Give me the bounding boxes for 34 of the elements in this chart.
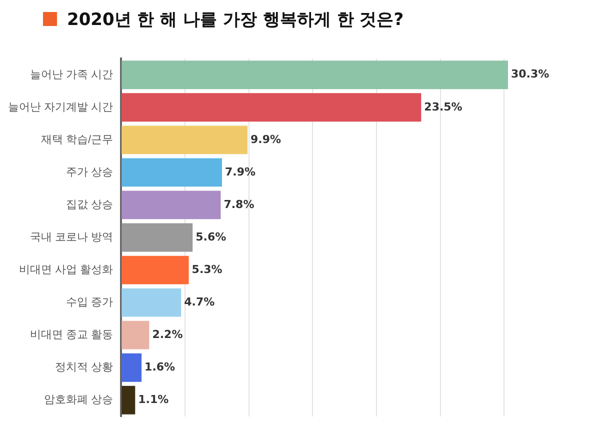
y-tick-label: 국내 코로나 방역 (30, 232, 114, 244)
bar (122, 288, 182, 317)
data-label: 7.9% (224, 165, 256, 178)
data-label: 7.8% (224, 198, 254, 211)
bar (122, 353, 142, 382)
y-tick-label: 집값 상승 (66, 199, 114, 212)
bar (122, 158, 222, 187)
y-tick-label: 정치적 상황 (55, 362, 114, 374)
y-tick-label: 주가 상승 (66, 166, 114, 178)
y-tick-label: 늘어난 가족 시간 (30, 68, 114, 81)
y-tick-label: 늘어난 자기계발 시간 (8, 101, 114, 114)
y-tick-label: 암호화폐 상승 (44, 394, 114, 406)
y-tick-label: 재택 학습/근무 (40, 134, 114, 146)
data-label: 5.6% (196, 230, 226, 244)
bar (122, 320, 150, 350)
y-tick-label: 비대면 종교 활동 (30, 329, 114, 342)
data-label: 2.2% (152, 328, 183, 341)
y-tick-label: 비대면 사업 활성화 (18, 264, 114, 276)
bar (122, 386, 136, 414)
data-label: 1.6% (144, 360, 176, 374)
bar (122, 256, 189, 284)
bar (122, 223, 193, 252)
bar (122, 60, 508, 90)
data-label: 4.7% (184, 295, 215, 308)
y-tick-label: 수입 증가 (66, 296, 114, 309)
data-label: 5.3% (192, 262, 222, 276)
data-label: 23.5% (424, 100, 462, 114)
bar (122, 190, 221, 220)
bar (122, 93, 422, 122)
bar (122, 126, 248, 154)
chart-title: 2020년 한 해 나를 가장 행복하게 한 것은? (67, 8, 404, 30)
data-label: 30.3% (510, 68, 550, 81)
data-label: 9.9% (250, 132, 282, 146)
data-label: 1.1% (138, 392, 169, 406)
